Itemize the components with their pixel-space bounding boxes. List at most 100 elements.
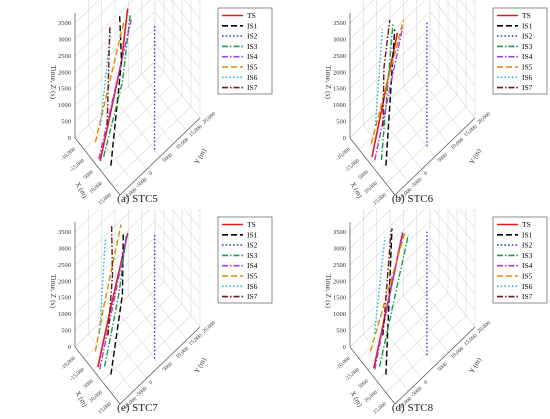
x-axis-line	[349, 346, 396, 405]
gridline-y-floor	[128, 86, 174, 144]
z-axis-title: Time, Z (s)	[324, 65, 333, 99]
gridline-z-back	[154, 220, 201, 278]
gridline-z-back	[158, 209, 201, 262]
gridline-y-floor	[154, 269, 201, 328]
z-tick-label: 1500	[333, 86, 346, 93]
x-tick-label: 5000	[358, 378, 370, 390]
z-tick-label: 3500	[333, 20, 346, 27]
gridline-z-back	[429, 220, 476, 278]
grid	[74, 209, 201, 405]
series-line-is4	[99, 232, 129, 370]
gridline-y-floor	[416, 73, 462, 132]
series-line-is6	[374, 28, 384, 126]
grid	[349, 209, 476, 405]
legend-label: IS1	[522, 230, 533, 239]
gridline-z-back	[429, 44, 476, 102]
gridline-x-floor	[92, 292, 174, 371]
gridline-x-floor	[101, 303, 183, 382]
gridline-y-floor	[88, 333, 134, 392]
y-axis-line	[119, 326, 201, 405]
y-tick-label: 0	[423, 170, 429, 177]
series-line-ts	[97, 232, 129, 368]
y-tick-label: 0	[148, 170, 154, 177]
z-tick-label: 2500	[333, 262, 346, 269]
x-axis-line	[349, 137, 396, 196]
y-tick-label: 15,000	[188, 333, 204, 347]
gridline-y-floor	[416, 282, 462, 341]
gridline-y-floor	[403, 86, 449, 144]
legend-label: IS4	[522, 261, 533, 270]
chart-panel: 0 500 1000 1500 2000 2500 3000 3500 -10,000 -15,0…	[0, 0, 275, 209]
gridline-y-floor	[363, 124, 409, 183]
legend-label: IS5	[522, 272, 533, 281]
x-tick-label: 5000	[83, 169, 95, 181]
legend-label: IS4	[247, 52, 258, 61]
z-tick-label: 1500	[58, 295, 71, 302]
gridline-z-back	[154, 11, 201, 69]
legend-label: IS2	[522, 32, 533, 41]
x-tick-label: 5000	[358, 169, 370, 181]
gridline-z-back	[429, 236, 476, 295]
gridline-x-floor	[349, 269, 431, 348]
y-tick-label: 20,000	[476, 320, 492, 334]
series-line-is5	[94, 224, 122, 352]
gridline-z-back	[472, 209, 476, 213]
x-tick-label: -10,000	[60, 355, 77, 371]
gridline-z-back	[446, 0, 476, 37]
gridline-y-floor	[101, 321, 147, 379]
y-axis-title: Y (m)	[193, 356, 209, 375]
z-tick-label: 0	[68, 344, 71, 351]
y-tick-label: 10,000	[175, 346, 191, 360]
z-tick-label: 500	[61, 119, 71, 126]
legend-box	[217, 7, 273, 95]
chart-panel: 0 500 1000 1500 2000 2500 3000 3500 -10,000 -15,0…	[275, 0, 550, 209]
legend-label: IS7	[522, 83, 533, 92]
panel-caption: (b) STC6	[391, 193, 434, 205]
z-tick-label: 3500	[58, 20, 71, 27]
y-tick-label: 20,000	[201, 111, 217, 125]
legend-label: IS3	[247, 42, 258, 51]
gridline-z-back	[429, 11, 476, 69]
legend-label: TS	[522, 220, 531, 229]
axes	[74, 13, 201, 196]
gridline-y-floor	[376, 321, 422, 379]
y-tick-label: 5000	[161, 361, 173, 373]
series-line-is3	[103, 15, 131, 157]
gridline-z-back	[459, 209, 476, 229]
legend-label: IS6	[247, 73, 258, 82]
gridline-y-floor	[88, 124, 134, 183]
z-tick-label: 1000	[333, 102, 346, 109]
chart-svg: 0 500 1000 1500 2000 2500 3000 3500 -10,000-15,0…	[324, 0, 548, 207]
y-tick-label: 20,000	[201, 320, 217, 334]
y-tick-label: 0	[423, 379, 429, 386]
y-tick-label: 5000	[161, 152, 173, 164]
y-tick-label: 5000	[436, 152, 448, 164]
z-tick-label: 2000	[333, 69, 346, 76]
z-tick-label: 3000	[333, 245, 346, 252]
x-tick-label: -15,000	[344, 367, 361, 383]
gridline-x-floor	[83, 281, 165, 359]
z-tick-label: 3000	[58, 245, 71, 252]
z-axis-title: Time, Z (s)	[49, 65, 58, 99]
grid	[349, 0, 476, 196]
y-axis-title: Y (m)	[468, 356, 484, 375]
gridline-z-back	[171, 209, 201, 246]
legend-label: IS2	[247, 32, 258, 41]
y-tick-label: 20,000	[476, 111, 492, 125]
x-axis-line	[74, 346, 121, 405]
gridline-x-floor	[385, 315, 467, 393]
z-tick-label: 1500	[333, 295, 346, 302]
x-axis-line	[74, 137, 121, 196]
x-tick-label: 5000	[83, 378, 95, 390]
gridline-y-floor	[403, 295, 449, 353]
y-axis-line	[119, 117, 201, 196]
legend-label: TS	[522, 11, 531, 20]
chart-svg: 0 500 1000 1500 2000 2500 3000 3500 -10,000-15,0…	[49, 0, 273, 207]
legend-label: IS6	[247, 282, 258, 291]
gridline-z-back	[197, 0, 201, 4]
legend-label: TS	[247, 11, 256, 20]
gridline-z-back	[197, 209, 201, 213]
z-tick-label: 2500	[333, 53, 346, 60]
